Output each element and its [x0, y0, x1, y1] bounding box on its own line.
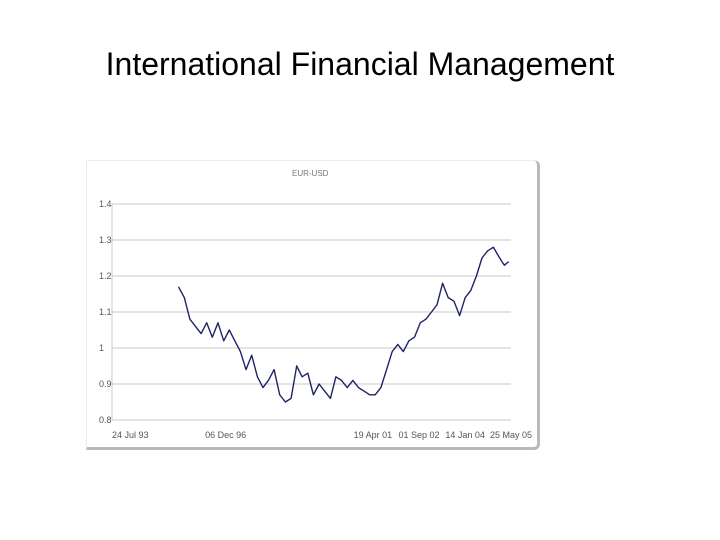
grid-lines	[111, 203, 511, 421]
x-tick-label: 01 Sep 02	[398, 430, 439, 440]
y-tick-label: 1	[99, 343, 104, 353]
x-axis-ticks: 24 Jul 93 06 Dec 96 19 Apr 01 01 Sep 02 14 J…	[112, 430, 532, 440]
y-tick-label: 1.1	[99, 307, 112, 317]
x-tick-label: 06 Dec 96	[205, 430, 246, 440]
y-tick-label: 0.8	[99, 415, 112, 425]
chart-frame: EUR-USD 1.4 1.3 1.2 1.1 1 0.9 0.8 24 Jul 93 06 …	[86, 160, 540, 450]
y-tick-label: 1.3	[99, 235, 112, 245]
eur-usd-series-line	[177, 246, 510, 403]
slide-title: International Financial Management	[105, 46, 615, 82]
y-tick-label: 0.9	[99, 379, 112, 389]
x-tick-label: 14 Jan 04	[445, 430, 485, 440]
x-tick-label: 25 May 05	[490, 430, 532, 440]
series-layer	[177, 246, 510, 403]
x-tick-label: 19 Apr 01	[354, 430, 393, 440]
y-tick-label: 1.2	[99, 271, 112, 281]
eur-usd-line-chart: EUR-USD 1.4 1.3 1.2 1.1 1 0.9 0.8 24 Jul 93 06 …	[99, 169, 532, 440]
x-tick-label: 24 Jul 93	[112, 430, 149, 440]
y-axis-ticks: 1.4 1.3 1.2 1.1 1 0.9 0.8	[99, 199, 112, 425]
y-tick-label: 1.4	[99, 199, 112, 209]
chart-title: EUR-USD	[292, 169, 329, 178]
